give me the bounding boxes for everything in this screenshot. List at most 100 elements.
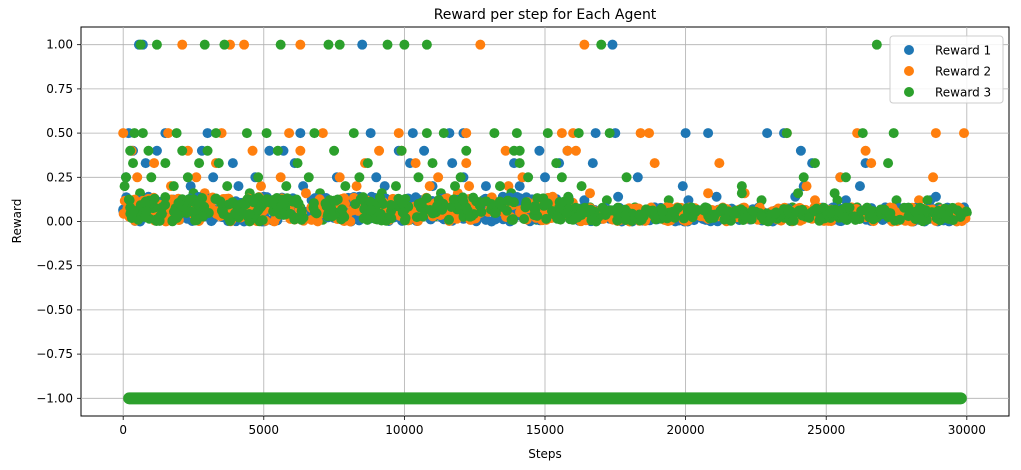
- data-point: [801, 181, 812, 192]
- data-point: [427, 208, 438, 219]
- data-point: [374, 145, 385, 156]
- data-point: [396, 145, 407, 156]
- data-point: [308, 198, 319, 209]
- data-point: [914, 195, 925, 206]
- data-point: [328, 195, 339, 206]
- data-points: [118, 39, 972, 227]
- data-point: [163, 128, 174, 139]
- data-point: [762, 128, 773, 139]
- data-point: [275, 39, 286, 50]
- data-point: [292, 158, 303, 169]
- data-point: [171, 128, 182, 139]
- data-point: [503, 195, 514, 206]
- data-point: [397, 198, 408, 209]
- data-point: [552, 211, 563, 222]
- data-point: [854, 181, 865, 192]
- data-point: [194, 158, 205, 169]
- data-point: [501, 205, 512, 216]
- data-point: [891, 195, 902, 206]
- y-tick-label: 0.50: [46, 126, 73, 140]
- data-point: [289, 214, 300, 225]
- data-point: [621, 172, 632, 183]
- data-point: [714, 158, 725, 169]
- data-point: [860, 145, 871, 156]
- data-point: [399, 215, 410, 226]
- data-point: [151, 145, 162, 156]
- data-point: [959, 128, 970, 139]
- data-point: [519, 214, 530, 225]
- data-point: [386, 213, 397, 224]
- data-point: [118, 128, 129, 139]
- data-point: [561, 208, 572, 219]
- data-point: [416, 197, 427, 208]
- data-point: [871, 39, 882, 50]
- data-point: [182, 172, 193, 183]
- data-point: [551, 158, 562, 169]
- data-point: [489, 128, 500, 139]
- data-point: [857, 128, 868, 139]
- data-point: [840, 172, 851, 183]
- data-point: [295, 145, 306, 156]
- data-point: [365, 196, 376, 207]
- data-point: [177, 39, 188, 50]
- data-point: [649, 158, 660, 169]
- data-point: [613, 191, 624, 202]
- data-point: [596, 39, 607, 50]
- data-point: [564, 195, 575, 206]
- data-point: [840, 195, 851, 206]
- data-point: [437, 204, 448, 215]
- data-point: [868, 214, 879, 225]
- data-point: [300, 188, 311, 199]
- data-point: [248, 194, 259, 205]
- data-point: [146, 172, 157, 183]
- data-point: [443, 214, 454, 225]
- data-point: [354, 172, 365, 183]
- data-point: [295, 39, 306, 50]
- data-point: [589, 215, 600, 226]
- data-point: [230, 208, 241, 219]
- data-point: [520, 202, 531, 213]
- data-point: [241, 128, 252, 139]
- data-point: [190, 215, 201, 226]
- data-point: [193, 197, 204, 208]
- data-point: [562, 145, 573, 156]
- data-point: [358, 192, 369, 203]
- data-point: [530, 201, 541, 212]
- data-point: [238, 207, 249, 218]
- data-point: [475, 39, 486, 50]
- data-point: [303, 172, 314, 183]
- data-point: [956, 209, 967, 220]
- data-point: [447, 158, 458, 169]
- data-point: [393, 128, 404, 139]
- data-point: [856, 205, 867, 216]
- data-point: [620, 214, 631, 225]
- data-point: [461, 145, 472, 156]
- legend-label-reward-2: Reward 2: [935, 65, 991, 79]
- data-point: [222, 181, 233, 192]
- data-point: [948, 215, 959, 226]
- data-point: [309, 128, 320, 139]
- data-point: [295, 128, 306, 139]
- data-point: [514, 181, 525, 192]
- data-point: [284, 128, 295, 139]
- data-point: [421, 128, 432, 139]
- data-point: [541, 213, 552, 224]
- y-tick-label: −1.00: [36, 391, 73, 405]
- y-axis-label: Reward: [10, 199, 24, 244]
- data-point: [495, 181, 506, 192]
- data-point: [711, 191, 722, 202]
- tick-labels: 0 5000 10000 15000 20000 25000 30000 −1.00 −0.75…: [36, 38, 986, 437]
- chart-title: Reward per step for Each Agent: [434, 7, 657, 23]
- data-point: [413, 172, 424, 183]
- data-point: [362, 214, 373, 225]
- legend-marker-reward-1: [904, 45, 914, 55]
- data-point: [339, 212, 350, 223]
- data-point: [763, 216, 774, 227]
- data-point: [160, 158, 171, 169]
- data-point: [433, 172, 444, 183]
- data-point: [197, 211, 208, 222]
- data-point: [514, 145, 525, 156]
- data-point: [576, 181, 587, 192]
- data-point: [418, 211, 429, 222]
- data-point: [365, 128, 376, 139]
